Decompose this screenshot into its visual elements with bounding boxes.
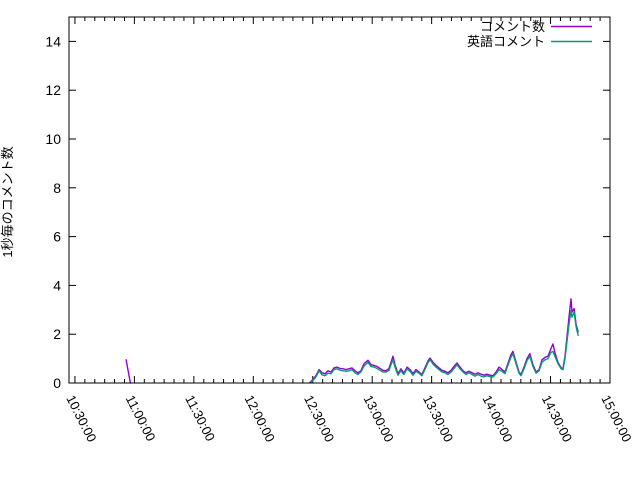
plot-border bbox=[68, 16, 611, 384]
x-tick-label: 13:30:00 bbox=[420, 393, 456, 445]
y-tick-label: 10 bbox=[45, 131, 61, 147]
x-tick-label: 11:30:00 bbox=[182, 393, 218, 444]
legend-label-0: コメント数 bbox=[480, 19, 545, 34]
y-tick-label: 12 bbox=[45, 82, 61, 98]
y-axis-label: 1秒毎のコメント数 bbox=[0, 146, 15, 257]
series-line-0 bbox=[309, 298, 579, 384]
series-line-0 bbox=[125, 359, 132, 384]
y-tick-label: 2 bbox=[53, 326, 61, 342]
x-tick-label: 15:00:00 bbox=[598, 393, 634, 445]
x-tick-label: 12:30:00 bbox=[301, 393, 337, 445]
series-line-1 bbox=[309, 310, 579, 384]
series-lines bbox=[125, 298, 579, 384]
legend-label-1: 英語コメント bbox=[467, 34, 545, 49]
x-tick-label: 13:00:00 bbox=[361, 393, 397, 445]
y-tick-label: 6 bbox=[53, 229, 61, 245]
y-tick-label: 0 bbox=[53, 375, 61, 391]
x-tick-label: 12:00:00 bbox=[242, 393, 278, 445]
x-tick-label: 14:00:00 bbox=[479, 393, 515, 445]
y-tick-label: 4 bbox=[53, 277, 61, 293]
y-tick-label: 8 bbox=[53, 180, 61, 196]
axis-ticks bbox=[69, 17, 611, 384]
x-tick-label: 14:30:00 bbox=[539, 393, 575, 445]
x-tick-label: 10:30:00 bbox=[63, 393, 99, 445]
x-tick-label: 11:00:00 bbox=[123, 393, 159, 444]
y-tick-label: 14 bbox=[45, 33, 61, 49]
